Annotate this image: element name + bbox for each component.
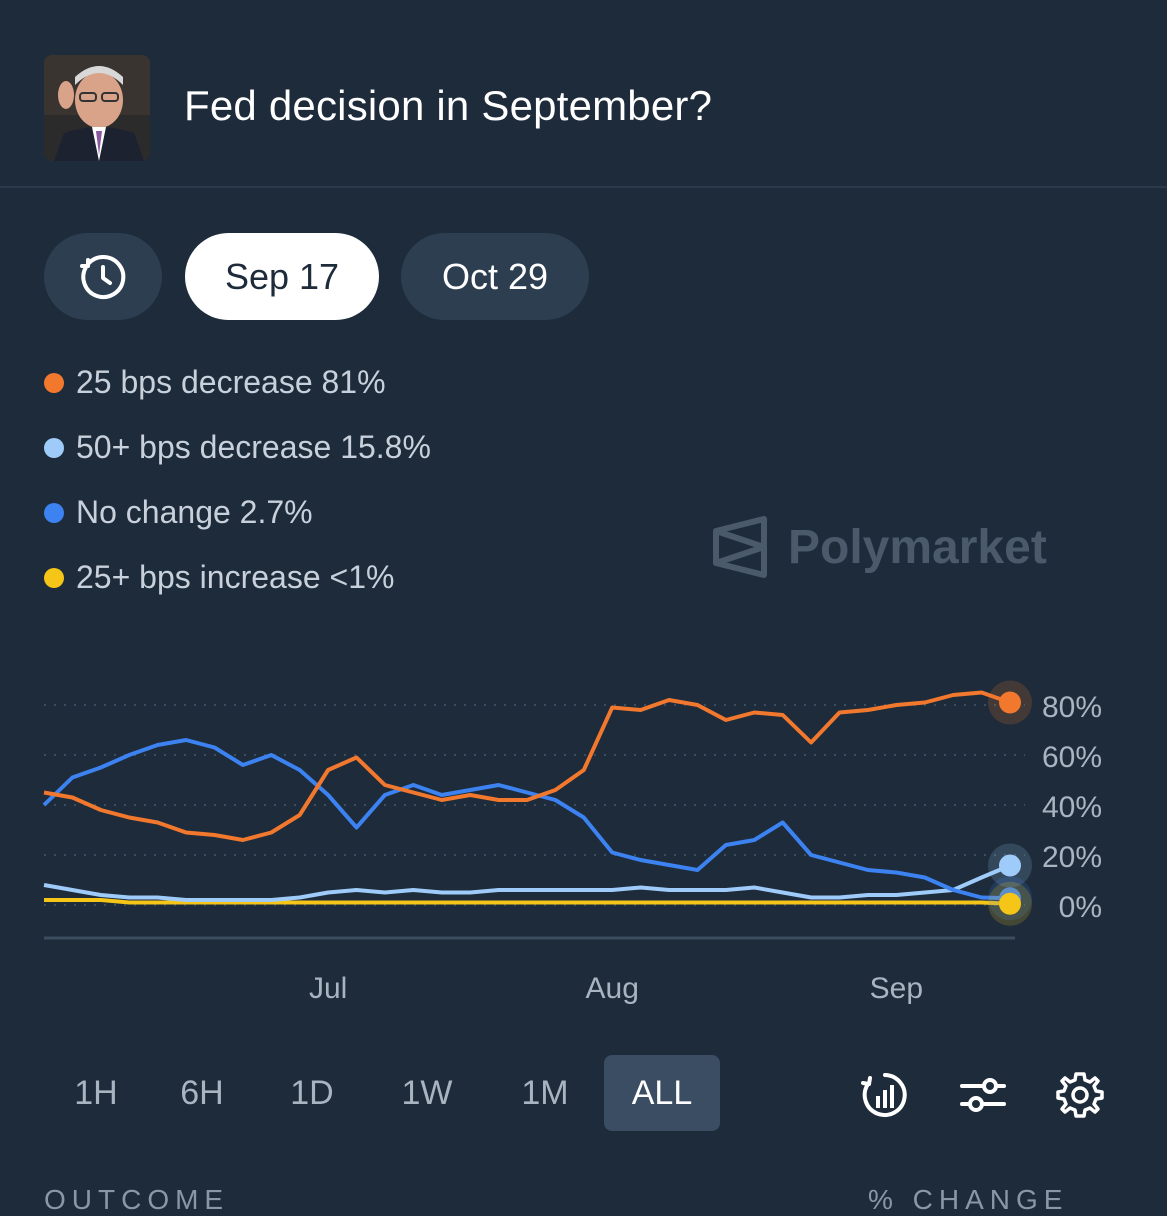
range-1d[interactable]: 1D (290, 1073, 334, 1112)
market-title: Fed decision in September? (184, 82, 713, 129)
probability-chart[interactable]: 80% 60% 40% 20% 0% Jul Aug Sep (0, 640, 1167, 1020)
legend-item-25bps-increase: 25+ bps increase <1% (44, 545, 431, 610)
series-line (44, 898, 1011, 906)
time-range-selector: 1H 6H 1D 1W 1M ALL (44, 1055, 720, 1131)
legend-item-no-change: No change 2.7% (44, 480, 431, 545)
y-tick-label: 40% (1042, 791, 1102, 824)
legend-dot (44, 567, 64, 588)
range-all[interactable]: ALL (604, 1055, 720, 1131)
polymarket-logo-icon (713, 516, 767, 578)
legend-dot (44, 502, 64, 523)
legend-item-25bps-decrease: 25 bps decrease 81% (44, 350, 431, 415)
change-column-header: % CHANGE (868, 1184, 1069, 1215)
outcome-column-header: OUTCOME (44, 1184, 230, 1215)
settings-gear-icon[interactable] (1055, 1070, 1105, 1120)
range-1h[interactable]: 1H (74, 1073, 118, 1112)
y-tick-label: 0% (1059, 891, 1102, 924)
chart-legend: 25 bps decrease 81% 50+ bps decrease 15.… (44, 350, 431, 610)
legend-label: 50+ bps decrease 15.8% (76, 429, 431, 465)
legend-label: 25 bps decrease 81% (76, 364, 386, 400)
range-1m[interactable]: 1M (521, 1073, 569, 1112)
market-avatar (44, 55, 150, 161)
legend-item-50bps-decrease: 50+ bps decrease 15.8% (44, 415, 431, 480)
watermark-text: Polymarket (788, 520, 1047, 574)
series-line (42, 738, 1011, 901)
legend-dot (44, 437, 64, 458)
range-6h[interactable]: 6H (180, 1073, 224, 1112)
history-button[interactable] (44, 233, 162, 320)
legend-label: No change 2.7% (76, 494, 313, 530)
clock-history-icon (80, 254, 126, 299)
filter-sliders-icon[interactable] (958, 1070, 1008, 1120)
polymarket-watermark: Polymarket (712, 515, 1047, 579)
series-line (43, 863, 1011, 902)
x-tick-label: Aug (586, 972, 639, 1005)
series-end-marker (999, 854, 1021, 877)
tab-sep-17[interactable]: Sep 17 (185, 233, 379, 320)
range-1w[interactable]: 1W (401, 1073, 453, 1112)
y-tick-label: 60% (1042, 741, 1102, 774)
legend-dot (44, 372, 64, 393)
market-header: Fed decision in September? (0, 0, 1167, 188)
series-end-marker (999, 892, 1021, 915)
series-end-marker (999, 691, 1021, 714)
y-tick-label: 80% (1042, 691, 1102, 724)
series-line (43, 690, 1011, 842)
chart-replay-icon[interactable] (860, 1070, 910, 1120)
legend-label: 25+ bps increase <1% (76, 559, 395, 595)
y-tick-label: 20% (1042, 841, 1102, 874)
x-tick-label: Sep (870, 972, 923, 1005)
x-tick-label: Jul (309, 972, 347, 1005)
tab-oct-29[interactable]: Oct 29 (401, 233, 589, 320)
